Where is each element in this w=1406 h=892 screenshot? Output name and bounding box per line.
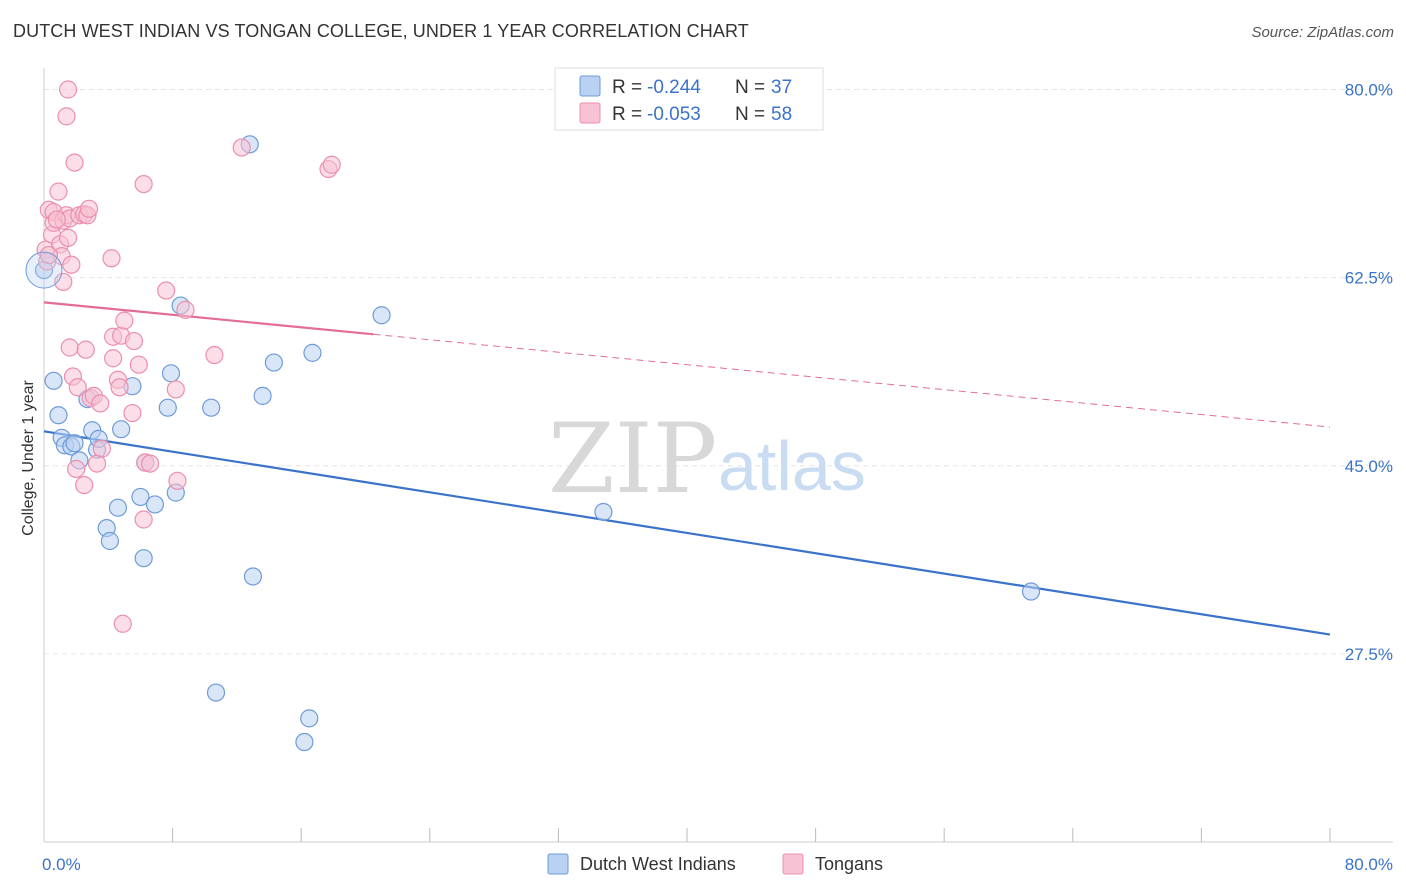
data-point-tongans bbox=[322, 155, 341, 174]
data-point-tongans bbox=[75, 476, 94, 495]
data-point-tongans bbox=[62, 255, 81, 274]
data-point-dutch-west-indians bbox=[300, 709, 319, 728]
series-legend-label-dutch-west-indians: Dutch West Indians bbox=[580, 854, 736, 874]
data-point-tongans bbox=[134, 175, 153, 194]
data-point-tongans bbox=[115, 311, 134, 330]
legend-swatch-pink bbox=[579, 102, 601, 124]
series-legend-swatch-tongans bbox=[782, 853, 804, 875]
data-point-tongans bbox=[67, 459, 86, 479]
series-legend-label-tongans: Tongans bbox=[815, 854, 883, 874]
series-legend-swatch-dutch-west-indians bbox=[547, 853, 569, 875]
data-point-tongans bbox=[232, 138, 251, 157]
data-point-tongans bbox=[91, 394, 110, 413]
trend-line-tongans bbox=[43, 301, 374, 336]
data-point-dutch-west-indians-large bbox=[25, 251, 63, 289]
data-point-dutch-west-indians bbox=[594, 502, 613, 522]
data-point-dutch-west-indians bbox=[65, 434, 84, 453]
data-point-tongans bbox=[59, 80, 78, 99]
data-point-tongans bbox=[60, 338, 79, 357]
data-point-dutch-west-indians bbox=[1021, 582, 1041, 601]
data-point-tongans bbox=[129, 355, 148, 374]
data-point-tongans bbox=[166, 380, 185, 399]
data-point-dutch-west-indians bbox=[303, 343, 322, 362]
data-point-tongans bbox=[134, 510, 153, 529]
data-point-tongans bbox=[49, 182, 68, 201]
legend-r-label-pink: R = bbox=[612, 104, 642, 125]
data-point-dutch-west-indians bbox=[206, 683, 226, 702]
data-point-tongans bbox=[140, 454, 160, 473]
trend-lines bbox=[43, 301, 1331, 636]
data-point-tongans bbox=[54, 272, 73, 292]
trend-line-dutch-west-indians bbox=[43, 430, 1331, 636]
x-tick-label-max: 80.0% bbox=[1345, 855, 1393, 874]
y-tick-label: 27.5% bbox=[1345, 645, 1393, 664]
correlation-legend: R = -0.244 N = 37 R = -0.053 N = 58 bbox=[554, 67, 824, 131]
data-point-dutch-west-indians bbox=[134, 549, 153, 568]
data-point-tongans bbox=[104, 349, 123, 368]
source-credit: Source: ZipAtlas.com bbox=[1251, 24, 1394, 41]
chart-title: DUTCH WEST INDIAN VS TONGAN COLLEGE, UND… bbox=[13, 21, 749, 41]
data-point-dutch-west-indians bbox=[295, 732, 314, 752]
data-point-dutch-west-indians bbox=[145, 495, 165, 514]
data-point-tongans bbox=[124, 331, 144, 351]
data-point-tongans bbox=[205, 345, 224, 365]
data-point-dutch-west-indians bbox=[253, 386, 272, 405]
legend-r-value-pink: -0.053 bbox=[647, 104, 701, 125]
data-point-dutch-west-indians bbox=[100, 531, 120, 551]
legend-r-label-blue: R = bbox=[612, 77, 642, 98]
data-point-tongans bbox=[76, 340, 95, 359]
data-point-dutch-west-indians bbox=[158, 398, 177, 417]
legend-n-label-blue: N = bbox=[735, 77, 765, 98]
y-axis-label: College, Under 1 year bbox=[20, 380, 37, 536]
data-point-dutch-west-indians bbox=[264, 353, 283, 372]
data-point-tongans bbox=[110, 378, 129, 397]
scatter-points bbox=[25, 80, 1041, 752]
data-point-tongans bbox=[65, 153, 84, 172]
data-point-dutch-west-indians bbox=[44, 371, 63, 390]
x-tick-labels: 0.0% 80.0% bbox=[42, 855, 1393, 874]
data-point-tongans bbox=[157, 281, 176, 300]
legend-n-label-pink: N = bbox=[735, 104, 765, 125]
data-point-dutch-west-indians bbox=[372, 306, 391, 325]
data-point-dutch-west-indians bbox=[243, 567, 263, 586]
legend-swatch-blue bbox=[579, 75, 601, 97]
y-tick-label: 62.5% bbox=[1345, 269, 1393, 288]
x-tick-label-min: 0.0% bbox=[42, 855, 81, 874]
watermark-zip: ZIP bbox=[548, 403, 717, 515]
data-point-tongans bbox=[68, 378, 87, 397]
data-point-tongans bbox=[57, 107, 76, 126]
watermark-atlas: atlas bbox=[718, 427, 866, 505]
data-point-dutch-west-indians bbox=[161, 364, 181, 383]
data-point-tongans bbox=[47, 210, 66, 229]
data-point-tongans bbox=[92, 439, 111, 458]
data-point-dutch-west-indians bbox=[49, 406, 68, 425]
series-legend: Dutch West Indians Tongans bbox=[547, 853, 883, 875]
data-point-tongans bbox=[39, 245, 58, 265]
data-point-dutch-west-indians bbox=[202, 398, 221, 417]
data-point-tongans bbox=[168, 471, 187, 490]
legend-n-value-pink: 58 bbox=[771, 104, 792, 125]
y-tick-label: 80.0% bbox=[1345, 81, 1393, 100]
data-point-dutch-west-indians bbox=[108, 498, 128, 517]
data-point-tongans bbox=[87, 454, 107, 473]
data-point-tongans bbox=[176, 300, 195, 319]
gridlines bbox=[44, 89, 1393, 655]
trend-line-tongans-dashed bbox=[373, 333, 1331, 428]
watermark: ZIP atlas bbox=[548, 403, 866, 515]
data-point-dutch-west-indians bbox=[112, 420, 131, 439]
data-point-tongans bbox=[113, 614, 132, 633]
y-tick-label: 45.0% bbox=[1345, 457, 1393, 476]
axes bbox=[43, 68, 1393, 843]
data-point-dutch-west-indians bbox=[131, 487, 150, 507]
data-point-tongans bbox=[123, 403, 142, 423]
legend-n-value-blue: 37 bbox=[771, 77, 792, 98]
data-point-tongans bbox=[102, 249, 121, 268]
y-tick-labels: 27.5% 45.0% 62.5% 80.0% bbox=[1345, 81, 1393, 664]
data-point-tongans bbox=[59, 228, 78, 247]
legend-r-value-blue: -0.244 bbox=[647, 77, 701, 98]
data-point-tongans bbox=[79, 199, 99, 218]
